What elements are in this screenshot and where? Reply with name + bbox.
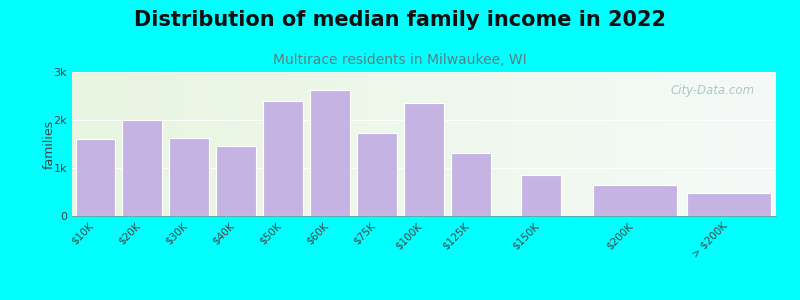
Bar	[687, 193, 771, 216]
Text: Multirace residents in Milwaukee, WI: Multirace residents in Milwaukee, WI	[273, 52, 527, 67]
Bar	[75, 139, 115, 216]
Bar	[216, 146, 256, 216]
Bar	[310, 90, 350, 216]
Text: Distribution of median family income in 2022: Distribution of median family income in …	[134, 11, 666, 31]
Bar	[122, 120, 162, 216]
Bar	[522, 175, 562, 216]
Text: City-Data.com: City-Data.com	[670, 83, 755, 97]
Bar	[263, 101, 303, 216]
Bar	[170, 138, 210, 216]
Bar	[404, 103, 444, 216]
Bar	[593, 185, 678, 216]
Bar	[357, 134, 397, 216]
Bar	[451, 153, 491, 216]
Y-axis label: families: families	[43, 119, 56, 169]
